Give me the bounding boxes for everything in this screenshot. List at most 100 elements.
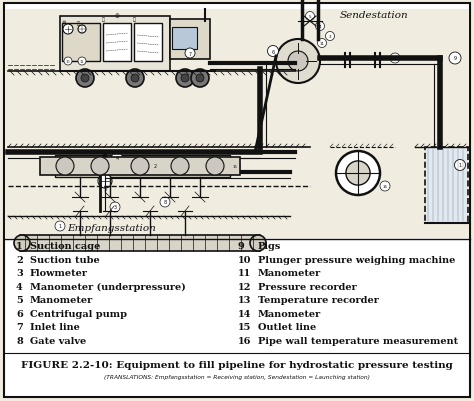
Text: 11: 11	[238, 269, 251, 278]
Text: 7: 7	[189, 51, 191, 57]
Text: 3: 3	[16, 269, 23, 278]
Text: 13: 13	[238, 296, 251, 305]
Circle shape	[230, 162, 240, 172]
Circle shape	[56, 158, 74, 176]
Text: Pipe wall temperature measurement: Pipe wall temperature measurement	[258, 336, 458, 345]
Circle shape	[346, 162, 370, 186]
Circle shape	[206, 158, 224, 176]
Text: 11: 11	[80, 60, 84, 64]
Text: Manometer: Manometer	[258, 309, 321, 318]
Circle shape	[150, 162, 160, 172]
Text: 16: 16	[238, 336, 251, 345]
Bar	[62, 24, 100, 62]
Circle shape	[111, 153, 122, 164]
Text: 4: 4	[16, 282, 23, 291]
Text: 1: 1	[16, 242, 23, 251]
Circle shape	[250, 235, 266, 251]
Text: 8: 8	[16, 336, 23, 345]
Circle shape	[191, 70, 209, 88]
Text: 4: 4	[116, 156, 118, 161]
Text: Flowmeter: Flowmeter	[30, 269, 88, 278]
Circle shape	[126, 70, 144, 88]
Text: Inlet line: Inlet line	[30, 323, 80, 332]
Circle shape	[318, 39, 327, 49]
Text: Suction tube: Suction tube	[30, 255, 100, 264]
Text: Sendestation: Sendestation	[340, 10, 409, 20]
Text: Manometer: Manometer	[258, 269, 321, 278]
Text: 6: 6	[16, 309, 23, 318]
Text: Temperature recorder: Temperature recorder	[258, 296, 379, 305]
Circle shape	[91, 158, 109, 176]
Circle shape	[176, 70, 194, 88]
Text: ⑬: ⑬	[133, 16, 136, 21]
Bar	[172, 28, 197, 50]
Text: 3: 3	[328, 35, 331, 39]
Circle shape	[131, 158, 149, 176]
Bar	[55, 156, 230, 178]
Text: 5: 5	[309, 15, 311, 19]
Text: 6: 6	[272, 49, 274, 55]
Text: 4: 4	[319, 25, 321, 29]
Text: 1: 1	[458, 163, 462, 168]
Circle shape	[64, 58, 72, 66]
Circle shape	[449, 53, 461, 65]
Circle shape	[98, 174, 112, 188]
Text: 14: 14	[238, 309, 251, 318]
Text: 5: 5	[103, 187, 107, 192]
Bar	[60, 17, 170, 72]
Circle shape	[455, 160, 465, 171]
Circle shape	[14, 235, 30, 251]
Text: Outlet line: Outlet line	[258, 323, 316, 332]
Text: ⑪: ⑪	[77, 20, 80, 25]
Bar	[425, 148, 468, 223]
Text: 2: 2	[154, 164, 156, 169]
Text: Suction cage: Suction cage	[30, 242, 100, 251]
Circle shape	[78, 58, 86, 66]
Circle shape	[267, 47, 279, 57]
Text: 8: 8	[164, 200, 166, 205]
Text: 3: 3	[113, 205, 117, 210]
Circle shape	[336, 152, 380, 196]
Text: 5: 5	[16, 296, 23, 305]
Text: 15: 15	[238, 323, 251, 332]
Circle shape	[380, 182, 390, 192]
Circle shape	[63, 25, 73, 35]
Text: 9: 9	[454, 57, 456, 61]
Circle shape	[288, 52, 308, 72]
Text: (TRANSLATIONS: Empfangsstation = Receiving station, Sendestation = Launching sta: (TRANSLATIONS: Empfangsstation = Receivi…	[104, 375, 370, 380]
Text: Plunger pressure weighing machine: Plunger pressure weighing machine	[258, 255, 456, 264]
Text: 10: 10	[66, 60, 70, 64]
Text: FIGURE 2.2-10: Equipment to fill pipeline for hydrostatic pressure testing: FIGURE 2.2-10: Equipment to fill pipelin…	[21, 360, 453, 370]
Circle shape	[81, 75, 89, 83]
Text: ①: ①	[115, 14, 119, 20]
Text: 7: 7	[16, 323, 23, 332]
Circle shape	[76, 70, 94, 88]
Text: 2: 2	[16, 255, 23, 264]
Text: 15: 15	[233, 164, 237, 168]
Text: 12: 12	[238, 282, 251, 291]
Text: Empfangsstation: Empfangsstation	[68, 224, 156, 233]
Circle shape	[390, 54, 400, 64]
Circle shape	[196, 75, 204, 83]
Text: 16: 16	[383, 184, 387, 188]
Bar	[40, 158, 240, 176]
Text: Centrifugal pump: Centrifugal pump	[30, 309, 127, 318]
Text: 11: 11	[319, 42, 325, 46]
Circle shape	[171, 158, 189, 176]
Text: Pressure recorder: Pressure recorder	[258, 282, 357, 291]
Bar	[103, 24, 131, 62]
Circle shape	[160, 198, 170, 207]
Bar	[170, 20, 210, 60]
Text: Manometer (underpressure): Manometer (underpressure)	[30, 282, 186, 292]
Bar	[20, 235, 260, 251]
Circle shape	[276, 40, 320, 84]
Text: ⑩: ⑩	[62, 20, 66, 25]
Bar	[134, 24, 162, 62]
Circle shape	[55, 221, 65, 231]
Circle shape	[185, 49, 195, 59]
Text: 14: 14	[392, 57, 398, 61]
Text: Manometer: Manometer	[30, 296, 93, 305]
Circle shape	[306, 12, 315, 21]
Bar	[5, 10, 469, 239]
Circle shape	[326, 32, 335, 41]
